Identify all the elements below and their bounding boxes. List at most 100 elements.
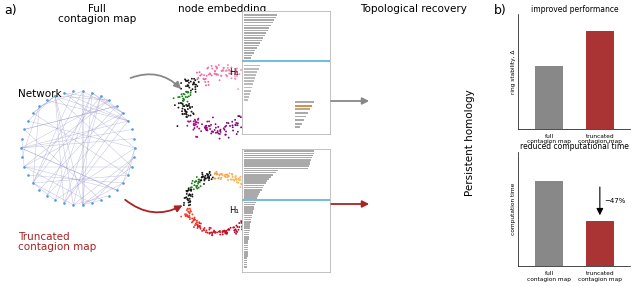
- Point: [189, 183, 200, 188]
- Point: [186, 209, 196, 214]
- Point: [239, 218, 249, 223]
- Point: [200, 126, 211, 130]
- Point: [230, 175, 240, 180]
- Point: [249, 199, 259, 204]
- Point: [240, 86, 250, 91]
- Point: [246, 203, 257, 208]
- Point: [215, 229, 225, 233]
- Point: [246, 206, 256, 211]
- Point: [182, 84, 193, 88]
- Point: [220, 128, 230, 132]
- Point: [182, 196, 193, 201]
- Point: [245, 99, 255, 104]
- Point: [182, 103, 193, 108]
- Point: [249, 194, 259, 198]
- Bar: [244, 42, 260, 44]
- Point: [227, 174, 237, 179]
- Point: [19, 164, 29, 169]
- Bar: [244, 159, 311, 160]
- Bar: [244, 219, 251, 221]
- Point: [253, 106, 263, 110]
- Point: [181, 90, 191, 94]
- Point: [220, 132, 230, 137]
- Point: [186, 187, 196, 192]
- Bar: [244, 35, 265, 36]
- Point: [213, 125, 223, 129]
- Point: [247, 118, 257, 123]
- Point: [189, 112, 199, 116]
- Point: [194, 220, 204, 225]
- Point: [216, 172, 226, 176]
- Point: [180, 213, 191, 218]
- Point: [182, 208, 192, 212]
- Point: [188, 111, 198, 116]
- Point: [176, 86, 186, 91]
- Point: [247, 205, 257, 210]
- Point: [231, 70, 241, 75]
- Point: [223, 63, 233, 67]
- Point: [189, 80, 199, 85]
- Point: [68, 89, 79, 94]
- Bar: [244, 99, 248, 101]
- Point: [237, 214, 248, 218]
- Bar: [535, 181, 563, 266]
- Point: [200, 226, 210, 230]
- Point: [177, 106, 188, 111]
- Point: [189, 180, 200, 184]
- Point: [223, 121, 234, 126]
- Point: [246, 207, 256, 212]
- Point: [212, 65, 222, 70]
- Point: [35, 188, 45, 192]
- Bar: [244, 227, 250, 229]
- Point: [241, 184, 252, 189]
- Point: [244, 114, 255, 119]
- Point: [186, 188, 196, 193]
- Point: [248, 207, 259, 212]
- Point: [246, 206, 256, 210]
- Point: [196, 175, 207, 180]
- Point: [127, 127, 137, 132]
- Point: [209, 171, 220, 176]
- Point: [210, 69, 220, 73]
- Point: [191, 120, 201, 124]
- Point: [202, 128, 212, 132]
- Point: [242, 69, 252, 74]
- Bar: [244, 195, 258, 197]
- Point: [191, 184, 201, 188]
- Point: [214, 132, 225, 136]
- Point: [219, 65, 229, 70]
- Point: [230, 123, 241, 127]
- Point: [23, 173, 33, 177]
- Point: [214, 78, 225, 82]
- Point: [182, 95, 193, 100]
- Point: [194, 126, 204, 131]
- Point: [188, 194, 198, 199]
- Bar: [244, 161, 310, 163]
- Point: [224, 71, 234, 76]
- Point: [253, 120, 264, 124]
- Point: [237, 227, 247, 232]
- Point: [213, 176, 223, 180]
- Point: [118, 181, 128, 185]
- Point: [241, 116, 251, 121]
- Point: [195, 70, 205, 74]
- Point: [77, 202, 88, 207]
- Point: [249, 214, 259, 219]
- Point: [223, 173, 233, 177]
- Bar: [244, 223, 250, 225]
- Point: [221, 73, 231, 77]
- Point: [178, 96, 188, 101]
- Point: [211, 72, 221, 76]
- Point: [250, 103, 260, 107]
- Point: [246, 217, 257, 222]
- Point: [232, 230, 242, 234]
- Point: [181, 112, 191, 116]
- Point: [194, 179, 204, 184]
- Point: [239, 115, 249, 119]
- Point: [236, 67, 246, 72]
- Point: [96, 198, 106, 202]
- Bar: [244, 65, 260, 66]
- Point: [252, 110, 262, 114]
- Point: [129, 136, 140, 141]
- Bar: [586, 31, 614, 129]
